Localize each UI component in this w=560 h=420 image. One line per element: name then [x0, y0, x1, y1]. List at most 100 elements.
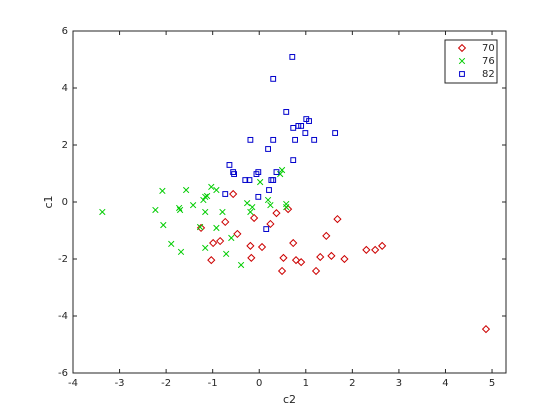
- data-point: [289, 54, 296, 60]
- data-point: [327, 251, 336, 260]
- y-tick-label: -2: [58, 254, 68, 265]
- data-point: [371, 245, 380, 254]
- data-point: [246, 177, 253, 183]
- data-point: [292, 136, 298, 143]
- data-point: [340, 254, 349, 264]
- y-tick-label: 6: [62, 26, 68, 37]
- data-point: [481, 325, 491, 334]
- x-tick-label: 0: [256, 378, 262, 389]
- data-point: [246, 241, 255, 250]
- data-point: [283, 109, 290, 115]
- x-tick-label: 4: [442, 378, 448, 389]
- data-point: [202, 244, 209, 252]
- data-point: [99, 208, 106, 216]
- data-point: [203, 192, 211, 200]
- x-tick-label: 2: [349, 378, 355, 389]
- data-point: [216, 236, 225, 246]
- legend-marker: [459, 71, 465, 77]
- data-point: [378, 241, 387, 250]
- data-point: [277, 170, 284, 178]
- x-axis-title: c2: [283, 393, 296, 406]
- data-point: [242, 177, 249, 183]
- data-point: [233, 229, 242, 239]
- data-point: [316, 252, 325, 262]
- y-tick-label: 0: [62, 197, 68, 208]
- y-tick-label: -6: [58, 368, 68, 379]
- data-point: [189, 201, 197, 209]
- data-point: [207, 256, 216, 265]
- data-point: [219, 208, 226, 216]
- data-point: [266, 219, 275, 229]
- data-point: [247, 208, 254, 216]
- y-axis-title: c1: [42, 195, 55, 208]
- data-point: [255, 193, 262, 200]
- data-point: [291, 256, 301, 265]
- data-point: [290, 157, 297, 164]
- data-point: [279, 253, 288, 262]
- data-point: [247, 136, 254, 143]
- data-point: [159, 187, 166, 195]
- data-point: [263, 226, 270, 232]
- data-point: [243, 199, 251, 207]
- data-point: [257, 178, 264, 186]
- data-point: [270, 136, 277, 143]
- x-tick-label: -1: [208, 378, 218, 389]
- x-tick-label: -3: [115, 378, 125, 389]
- data-point: [302, 130, 309, 136]
- data-point: [223, 250, 230, 258]
- data-point: [221, 217, 230, 227]
- data-point: [249, 203, 256, 211]
- data-point: [202, 208, 209, 216]
- legend-label: 82: [482, 69, 495, 80]
- data-point: [322, 231, 331, 241]
- data-point: [264, 196, 272, 204]
- data-point: [177, 248, 185, 256]
- data-point: [362, 245, 371, 254]
- data-point: [226, 162, 233, 168]
- legend-marker: [457, 43, 467, 53]
- x-tick-label: 1: [303, 378, 309, 389]
- x-tick-label: -2: [161, 378, 171, 389]
- data-point: [311, 266, 321, 276]
- data-point: [182, 186, 190, 194]
- data-point: [273, 169, 280, 175]
- data-point: [277, 266, 287, 276]
- data-point: [176, 206, 184, 214]
- data-point: [231, 171, 237, 177]
- data-point: [209, 238, 218, 248]
- x-tick-label: 5: [489, 378, 495, 389]
- data-point: [222, 191, 229, 197]
- data-point: [298, 123, 305, 129]
- data-point: [229, 189, 238, 199]
- data-point: [208, 183, 215, 191]
- data-point: [152, 206, 159, 214]
- legend-box: [444, 39, 498, 84]
- legend-label: 76: [482, 56, 495, 67]
- data-point: [160, 221, 167, 229]
- y-tick-label: 4: [62, 83, 68, 94]
- x-tick-label: -4: [68, 378, 78, 389]
- data-point: [306, 118, 312, 124]
- data-point: [228, 234, 235, 242]
- data-point: [267, 201, 274, 209]
- legend-label: 70: [482, 43, 495, 54]
- y-tick-label: 2: [62, 140, 68, 151]
- data-point: [257, 242, 267, 252]
- data-point: [213, 186, 220, 194]
- data-point: [213, 224, 220, 232]
- data-point: [196, 223, 206, 233]
- plot-area: [72, 30, 507, 374]
- data-point: [332, 130, 339, 136]
- data-point: [297, 258, 306, 267]
- data-point: [250, 213, 259, 223]
- data-point: [333, 214, 342, 224]
- data-point: [176, 204, 183, 212]
- data-point: [202, 193, 209, 201]
- data-point: [270, 177, 277, 183]
- data-point: [272, 209, 281, 218]
- data-point: [196, 223, 204, 231]
- data-point: [247, 253, 256, 262]
- data-point: [168, 240, 175, 248]
- data-point: [283, 203, 290, 211]
